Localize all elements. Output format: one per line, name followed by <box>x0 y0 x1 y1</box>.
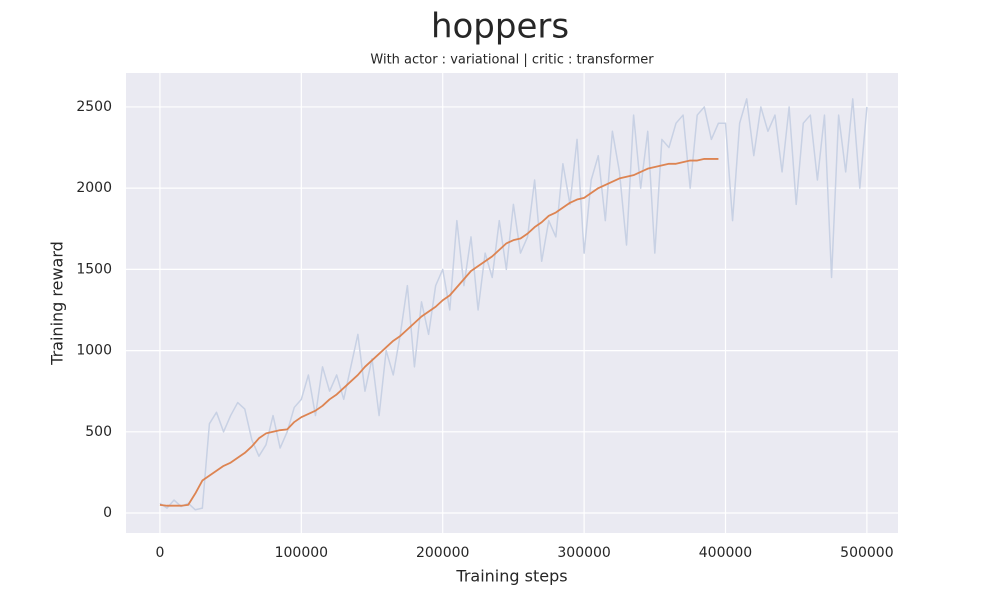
x-tick-label: 200000 <box>416 545 469 561</box>
x-tick-label: 0 <box>155 545 164 561</box>
y-axis-label: Training reward <box>48 241 67 366</box>
x-tick-label: 300000 <box>557 545 610 561</box>
x-tick-label: 100000 <box>275 545 328 561</box>
y-tick-label: 1500 <box>76 261 112 277</box>
series-line <box>159 158 719 507</box>
y-tick-label: 2000 <box>76 180 112 196</box>
x-tick-label: 400000 <box>699 545 752 561</box>
chart-title: hoppers <box>431 7 569 47</box>
x-tick-label: 500000 <box>840 545 893 561</box>
chart-subtitle: With actor : variational | critic : tran… <box>370 53 654 68</box>
plot-area <box>126 73 898 533</box>
y-tick-label: 500 <box>85 424 112 440</box>
x-axis-label: Training steps <box>455 567 567 586</box>
y-tick-label: 0 <box>103 505 112 521</box>
y-tick-label: 2500 <box>76 99 112 115</box>
y-tick-label: 1000 <box>76 343 112 359</box>
series-line <box>159 98 868 511</box>
